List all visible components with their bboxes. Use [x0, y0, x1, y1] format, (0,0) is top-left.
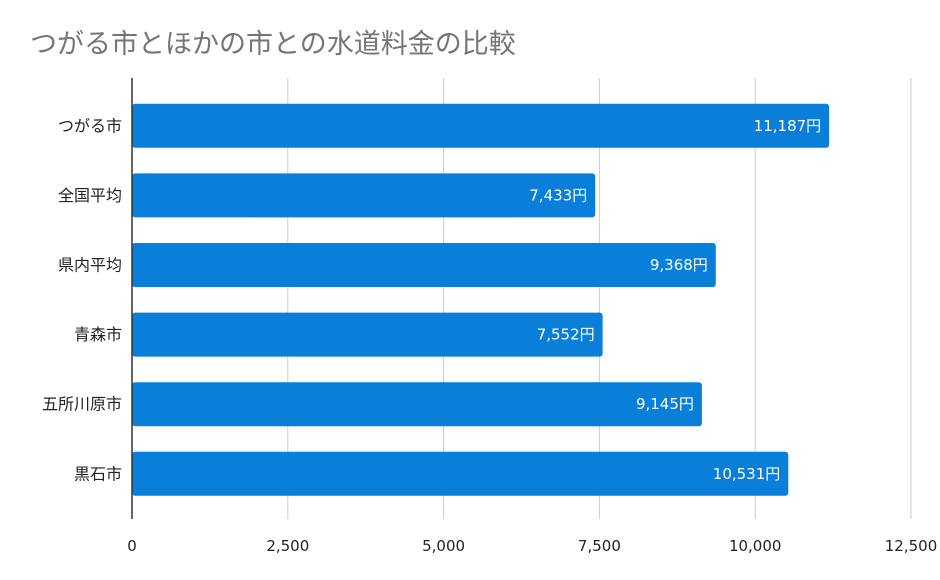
data-label: 7,552円: [537, 326, 595, 344]
category-label: 黒石市: [74, 464, 122, 483]
x-tick-label: 7,500: [578, 537, 621, 555]
bar: [132, 173, 596, 218]
x-tick-label: 10,000: [729, 537, 782, 555]
bar: [132, 243, 716, 287]
chart-title: つがる市とほかの市との水道料金の比較: [30, 29, 516, 60]
bar: [132, 451, 789, 496]
data-label: 11,187円: [754, 117, 822, 135]
category-label: つがる市: [58, 116, 122, 135]
category-label: 青森市: [74, 325, 122, 344]
x-tick-label: 5,000: [422, 537, 465, 555]
data-label: 10,531円: [713, 465, 781, 483]
bar: [132, 382, 702, 427]
bar: [132, 312, 603, 357]
x-tick-label: 12,500: [885, 537, 938, 555]
category-label: 五所川原市: [42, 395, 122, 414]
bar: [132, 103, 830, 148]
category-label: 全国平均: [58, 186, 122, 205]
x-tick-label: 0: [127, 537, 137, 555]
data-label: 7,433円: [529, 186, 587, 204]
x-tick-label: 2,500: [266, 537, 309, 555]
data-label: 9,145円: [636, 395, 694, 413]
category-label: 県内平均: [58, 256, 122, 275]
data-label: 9,368円: [650, 256, 708, 274]
